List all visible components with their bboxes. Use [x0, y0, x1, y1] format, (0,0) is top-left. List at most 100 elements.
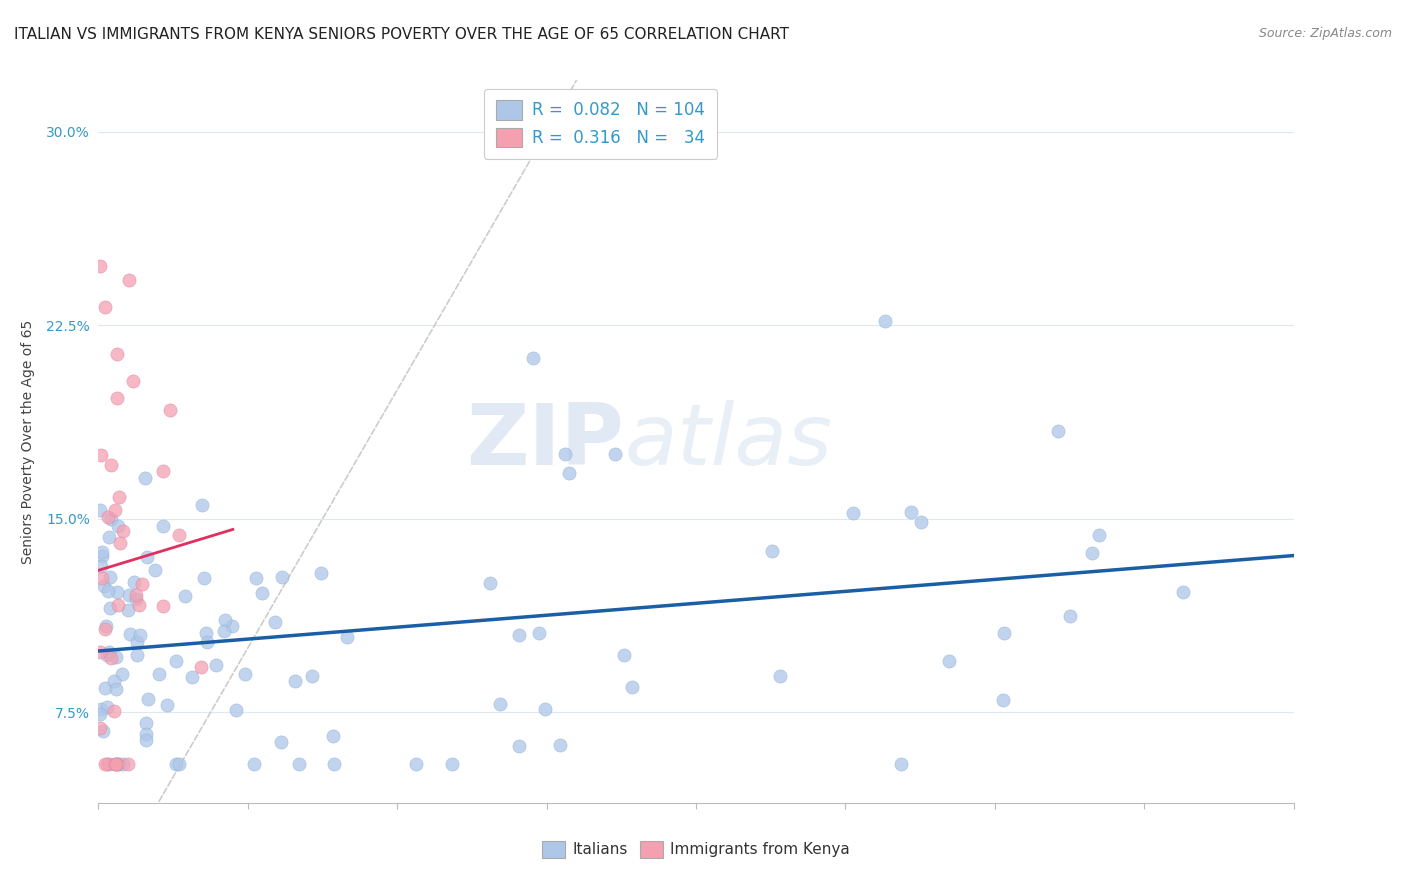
Point: [100, 458, 122, 473]
Point: [165, 757, 187, 772]
Point: [195, 625, 218, 640]
Point: [405, 757, 427, 772]
Point: [900, 505, 922, 519]
Point: [105, 681, 128, 696]
Point: [769, 669, 792, 683]
Point: [112, 524, 135, 538]
Point: [134, 471, 156, 485]
Point: [91, 545, 114, 559]
Point: [152, 518, 174, 533]
Point: [193, 571, 215, 585]
Point: [96, 648, 118, 663]
Point: [97, 645, 120, 659]
Point: [233, 667, 256, 681]
Point: [136, 692, 159, 706]
Point: [938, 654, 960, 668]
Point: [621, 680, 644, 694]
Point: [117, 757, 139, 772]
Text: ZIP: ZIP: [467, 400, 624, 483]
Point: [152, 599, 174, 614]
Point: [127, 648, 149, 662]
Point: [605, 447, 627, 461]
Point: [478, 575, 501, 590]
Point: [128, 598, 150, 612]
Point: [270, 570, 292, 584]
Point: [100, 651, 122, 665]
Point: [131, 577, 153, 591]
Point: [214, 613, 236, 627]
Point: [1081, 546, 1104, 560]
Point: [122, 374, 145, 388]
Point: [93, 579, 115, 593]
Point: [107, 757, 129, 772]
Point: [195, 634, 218, 648]
Point: [91, 572, 114, 586]
Point: [301, 669, 323, 683]
Point: [190, 660, 212, 674]
Point: [225, 703, 247, 717]
Point: [89, 706, 111, 721]
Point: [221, 619, 243, 633]
Point: [890, 757, 912, 772]
Point: [173, 590, 195, 604]
Point: [125, 591, 148, 606]
Point: [104, 757, 127, 772]
Text: ITALIAN VS IMMIGRANTS FROM KENYA SENIORS POVERTY OVER THE AGE OF 65 CORRELATION : ITALIAN VS IMMIGRANTS FROM KENYA SENIORS…: [14, 27, 789, 42]
Point: [96, 757, 118, 772]
Point: [108, 757, 131, 772]
Point: [288, 757, 311, 772]
Point: [105, 757, 128, 772]
Point: [156, 698, 179, 712]
Point: [120, 627, 142, 641]
Point: [143, 563, 166, 577]
Point: [243, 757, 266, 772]
Point: [167, 528, 190, 542]
Point: [98, 757, 121, 772]
Point: [263, 615, 285, 629]
Point: [89, 259, 111, 273]
Point: [322, 729, 344, 743]
Point: [322, 757, 344, 772]
Point: [250, 586, 273, 600]
Point: [90, 701, 112, 715]
Point: [165, 654, 187, 668]
Point: [212, 624, 235, 639]
Point: [89, 645, 111, 659]
Point: [98, 601, 121, 615]
Legend: Italians, Immigrants from Kenya: Italians, Immigrants from Kenya: [536, 835, 856, 863]
Point: [111, 757, 134, 772]
Point: [190, 499, 212, 513]
Point: [180, 670, 202, 684]
Point: [993, 626, 1015, 640]
Point: [991, 693, 1014, 707]
Point: [94, 757, 117, 772]
Point: [94, 681, 117, 695]
Point: [111, 666, 134, 681]
Point: [108, 536, 131, 550]
Point: [508, 739, 530, 753]
Point: [1059, 609, 1081, 624]
Point: [508, 628, 530, 642]
Point: [105, 347, 128, 361]
Point: [548, 738, 571, 752]
Point: [107, 519, 129, 533]
Point: [875, 314, 897, 328]
Point: [105, 391, 128, 405]
Point: [90, 449, 112, 463]
Point: [103, 674, 125, 689]
Point: [117, 603, 139, 617]
Point: [104, 757, 127, 772]
Point: [128, 628, 150, 642]
Point: [118, 588, 141, 602]
Point: [1088, 527, 1111, 541]
Point: [105, 584, 128, 599]
Point: [98, 570, 121, 584]
Point: [336, 630, 359, 644]
Point: [558, 466, 581, 480]
Point: [91, 723, 114, 738]
Point: [97, 583, 120, 598]
Point: [842, 506, 865, 520]
Point: [1171, 585, 1194, 599]
Point: [527, 625, 550, 640]
Point: [554, 447, 576, 461]
